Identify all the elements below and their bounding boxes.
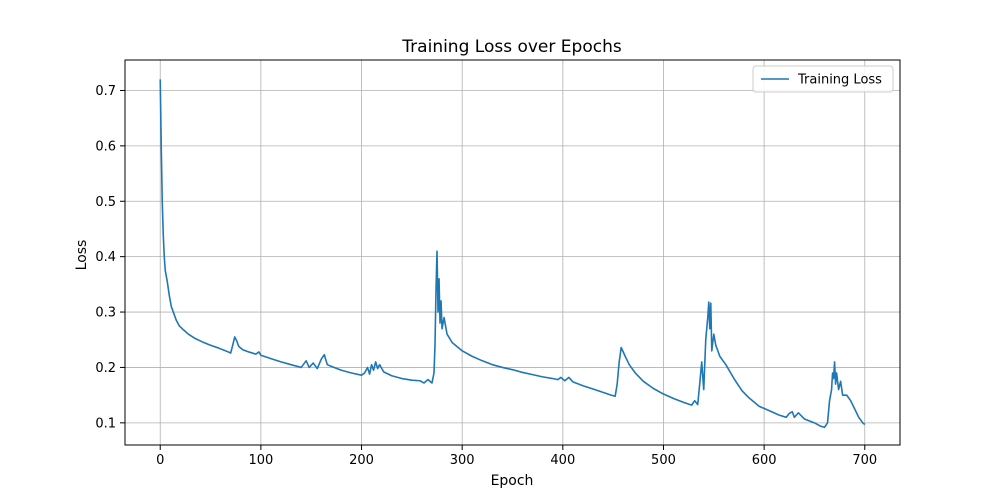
y-tick-label: 0.2 (95, 361, 116, 376)
y-axis-label: Loss (74, 240, 90, 271)
y-tick-label: 0.5 (95, 195, 116, 210)
legend-label: Training Loss (797, 73, 882, 88)
x-tick-label: 300 (450, 453, 475, 468)
x-tick-label: 600 (752, 453, 777, 468)
axis-ticks: 0 100 200 300 400 500 600 700 0.1 0.2 0.3 0.4 0.5 0.6… (95, 84, 877, 468)
legend: Training Loss (752, 65, 894, 93)
y-tick-label: 0.3 (95, 306, 116, 321)
series-layer (159, 79, 866, 429)
x-tick-label: 100 (248, 453, 273, 468)
series-line-training-loss (159, 79, 866, 429)
legend-box (752, 65, 894, 93)
x-tick-label: 400 (550, 453, 575, 468)
x-tick-label: 500 (651, 453, 676, 468)
x-tick-label: 200 (349, 453, 374, 468)
x-tick-label: 0 (156, 453, 164, 468)
plot-frame (124, 59, 901, 446)
y-tick-label: 0.6 (95, 139, 116, 154)
y-tick-label: 0.4 (95, 250, 116, 265)
y-tick-label: 0.1 (95, 416, 116, 431)
x-axis-label: Epoch (491, 473, 534, 489)
x-tick-label: 700 (852, 453, 877, 468)
grid-lines (125, 60, 900, 445)
chart-title: Training Loss over Epochs (401, 37, 622, 57)
y-tick-label: 0.7 (95, 84, 116, 99)
